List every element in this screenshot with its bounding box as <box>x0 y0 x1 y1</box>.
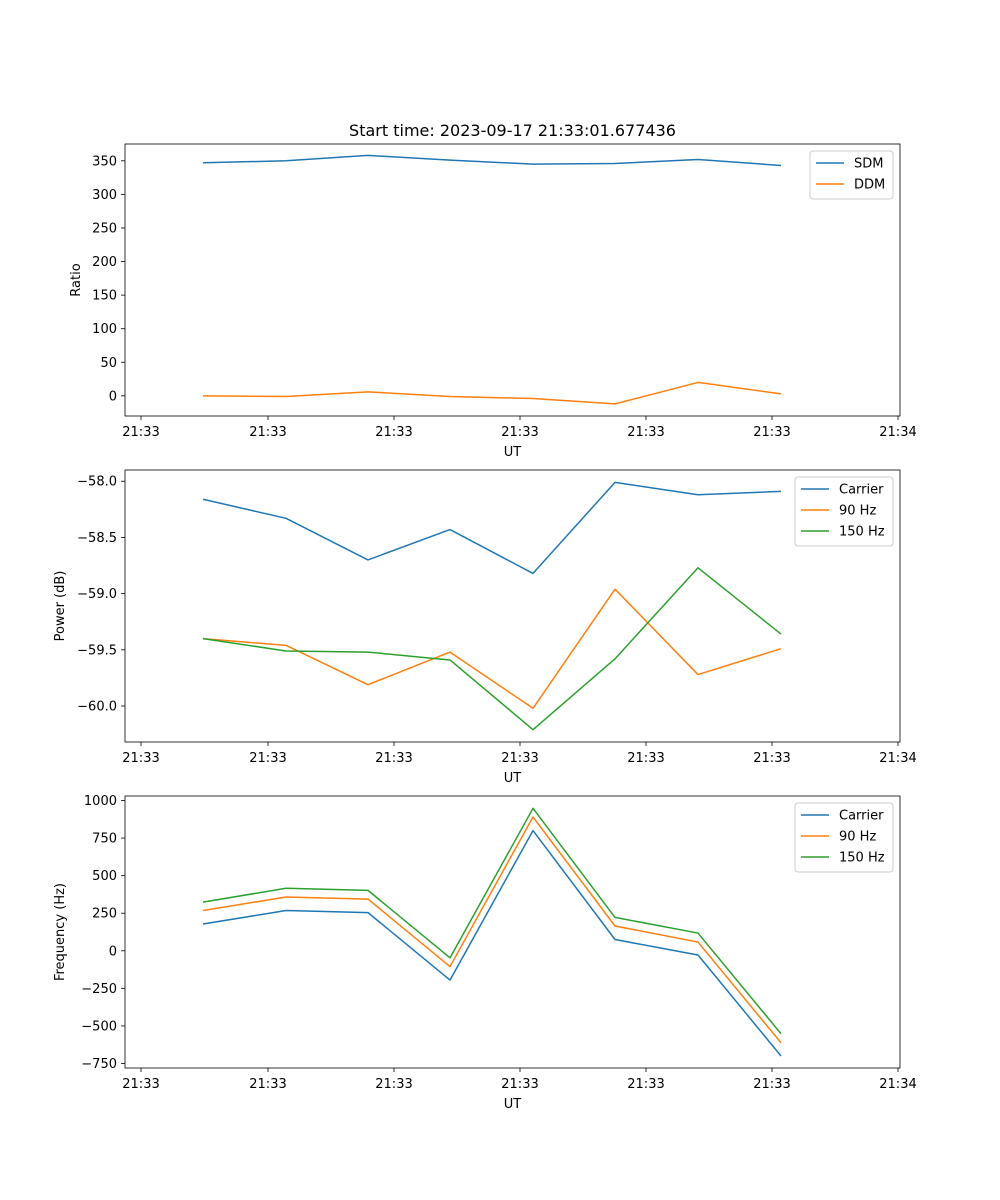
series-line-90-hz <box>202 588 782 710</box>
y-tick-label: 250 <box>92 221 117 236</box>
chart-panel-3: 21:33 21:33 21:33 21:33 21:33 21:33 21:34 −750 −… <box>53 794 917 1112</box>
legend-label: SDM <box>854 157 883 172</box>
axes-frame <box>124 795 901 1069</box>
series-line-sdm <box>202 154 782 167</box>
x-axis-label: UT <box>504 1097 522 1112</box>
y-tick-label: 1000 <box>84 794 117 809</box>
y-tick-label: 250 <box>92 907 117 922</box>
series-line-150-hz <box>202 567 782 731</box>
y-tick-label: −60.0 <box>77 700 117 715</box>
x-axis-label: UT <box>504 771 522 786</box>
x-axis-label: UT <box>504 445 522 460</box>
x-tick-label: 21:33 <box>753 1077 790 1092</box>
x-tick-label: 21:33 <box>375 425 412 440</box>
legend-label: DDM <box>854 178 885 193</box>
legend-label: 90 Hz <box>839 504 876 519</box>
x-tick-label: 21:34 <box>879 1077 916 1092</box>
axes-frame <box>124 469 901 743</box>
legend: Carrier 90 Hz 150 Hz <box>794 476 894 547</box>
x-tick-label: 21:34 <box>879 751 916 766</box>
y-tick-label: −59.0 <box>77 587 117 602</box>
y-tick-label: 300 <box>92 188 117 203</box>
x-tick-label: 21:33 <box>249 751 286 766</box>
y-tick-label: −58.5 <box>77 531 117 546</box>
y-tick-label: −500 <box>81 1019 117 1034</box>
series-line-90-hz <box>202 816 782 1044</box>
x-tick-label: 21:33 <box>501 425 538 440</box>
series-line-150-hz <box>202 807 782 1035</box>
series-line-ddm <box>202 381 782 405</box>
chart-title: Start time: 2023-09-17 21:33:01.677436 <box>349 121 676 140</box>
y-tick-label: −59.5 <box>77 643 117 658</box>
y-tick-label: 0 <box>109 944 117 959</box>
series-line-carrier <box>202 829 782 1057</box>
y-tick-label: 750 <box>92 832 117 847</box>
chart-panel-1: Start time: 2023-09-17 21:33:01.677436 21… <box>69 121 917 460</box>
y-tick-label: 100 <box>92 322 117 337</box>
x-tick-label: 21:33 <box>375 1077 412 1092</box>
x-tick-label: 21:33 <box>501 751 538 766</box>
axes-frame <box>124 143 901 417</box>
y-tick-label: −58.0 <box>77 475 117 490</box>
y-axis-label: Ratio <box>69 263 84 296</box>
x-tick-label: 21:34 <box>879 425 916 440</box>
x-tick-label: 21:33 <box>627 751 664 766</box>
legend: SDM DDM <box>809 150 894 200</box>
x-tick-label: 21:33 <box>122 1077 159 1092</box>
legend-box <box>794 802 894 873</box>
y-tick-label: −750 <box>81 1057 117 1072</box>
legend-label: Carrier <box>839 483 884 498</box>
y-tick-label: −250 <box>81 982 117 997</box>
legend-label: 90 Hz <box>839 830 876 845</box>
y-tick-label: 350 <box>92 154 117 169</box>
legend-label: 150 Hz <box>839 525 885 540</box>
x-tick-label: 21:33 <box>249 425 286 440</box>
x-tick-label: 21:33 <box>627 1077 664 1092</box>
y-tick-label: 0 <box>109 389 117 404</box>
y-tick-label: 200 <box>92 255 117 270</box>
x-tick-label: 21:33 <box>753 425 790 440</box>
legend-label: 150 Hz <box>839 851 885 866</box>
chart-panel-2: 21:33 21:33 21:33 21:33 21:33 21:33 21:34 −60.0… <box>53 469 917 786</box>
x-tick-label: 21:33 <box>501 1077 538 1092</box>
x-tick-label: 21:33 <box>627 425 664 440</box>
x-tick-label: 21:33 <box>122 425 159 440</box>
y-tick-label: 150 <box>92 289 117 304</box>
x-tick-label: 21:33 <box>753 751 790 766</box>
y-tick-label: 500 <box>92 869 117 884</box>
x-tick-label: 21:33 <box>122 751 159 766</box>
y-tick-label: 50 <box>100 356 117 371</box>
y-axis-label: Frequency (Hz) <box>53 883 68 981</box>
y-axis-label: Power (dB) <box>53 571 68 642</box>
legend-box <box>794 476 894 547</box>
series-line-carrier <box>202 481 782 575</box>
legend-label: Carrier <box>839 809 884 824</box>
legend: Carrier 90 Hz 150 Hz <box>794 802 894 873</box>
x-tick-label: 21:33 <box>375 751 412 766</box>
x-tick-label: 21:33 <box>249 1077 286 1092</box>
